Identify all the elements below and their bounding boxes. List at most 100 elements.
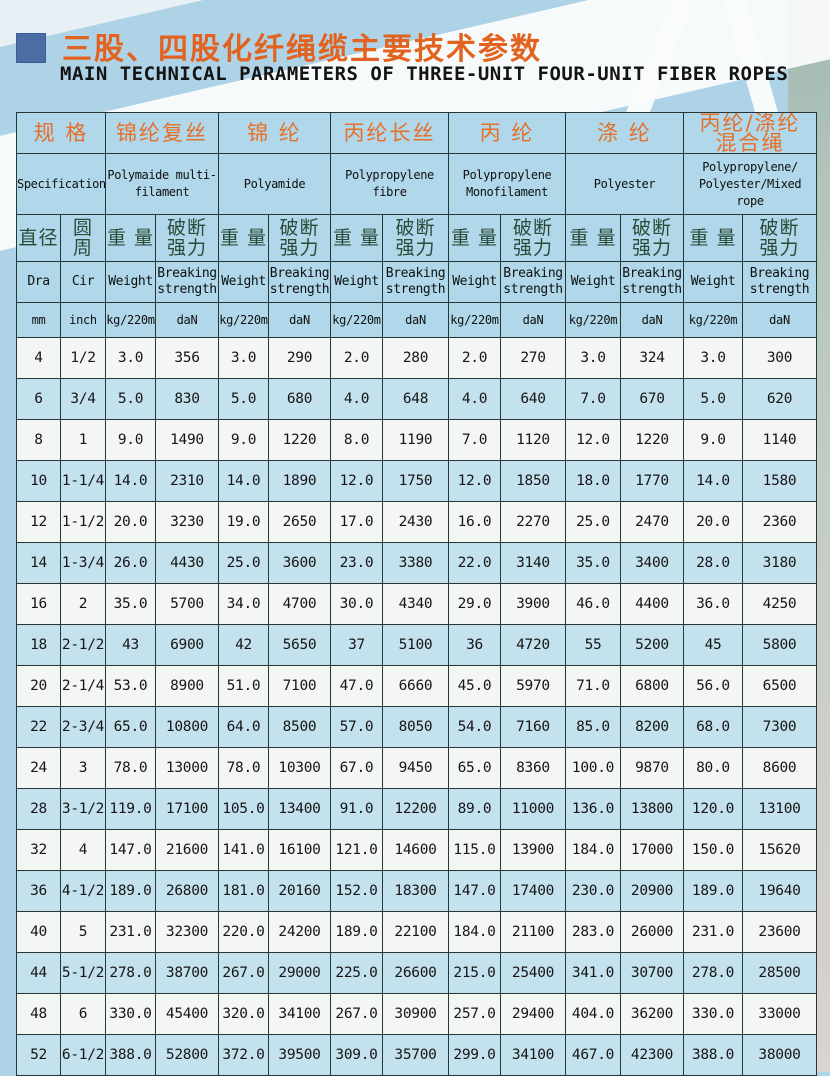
cell-circumference: 3	[60, 747, 106, 789]
cell-breaking-strength: 4340	[382, 583, 449, 625]
cell-breaking-strength: 8200	[620, 706, 684, 748]
cell-weight: 56.0	[683, 665, 743, 707]
cell-breaking-strength: 6900	[155, 624, 219, 666]
col-dia-en: Dra	[16, 261, 61, 303]
cell-weight: 45.0	[448, 665, 501, 707]
cell-diameter: 16	[16, 583, 61, 625]
cell-breaking-strength: 14600	[382, 829, 449, 871]
cell-weight: 20.0	[683, 501, 743, 543]
cell-breaking-strength: 17100	[155, 788, 219, 830]
cell-diameter: 36	[16, 870, 61, 912]
cell-breaking-strength: 2470	[620, 501, 684, 543]
cell-breaking-strength: 17400	[500, 870, 566, 912]
table-row: 16 2 35.0 5700 34.0 4700 30.0 4340 29.0 3900 46.0 4…	[16, 583, 818, 625]
cell-weight: 278.0	[683, 952, 743, 994]
cell-breaking-strength: 3600	[268, 542, 331, 584]
col-strength-zh: 破断 强力	[268, 214, 331, 262]
cell-weight: 267.0	[218, 952, 269, 994]
cell-breaking-strength: 12200	[382, 788, 449, 830]
cell-breaking-strength: 1770	[620, 460, 684, 502]
unit-strength: daN	[500, 302, 566, 338]
cell-weight: 120.0	[683, 788, 743, 830]
cell-breaking-strength: 5700	[155, 583, 219, 625]
cell-circumference: 1	[60, 419, 106, 461]
cell-breaking-strength: 270	[500, 337, 566, 379]
cell-weight: 47.0	[330, 665, 383, 707]
cell-diameter: 52	[16, 1034, 61, 1076]
cell-weight: 37	[330, 624, 383, 666]
cell-breaking-strength: 30900	[382, 993, 449, 1035]
cell-circumference: 6-1/2	[60, 1034, 106, 1076]
cell-weight: 5.0	[218, 378, 269, 420]
unit-weight: kg/220m	[565, 302, 621, 338]
header-row-materials-en: Specification Polymaide multi- filament …	[16, 153, 818, 215]
cell-diameter: 32	[16, 829, 61, 871]
cell-circumference: 1/2	[60, 337, 106, 379]
cell-breaking-strength: 300	[741, 337, 818, 379]
title-bullet-square	[16, 33, 46, 63]
col-strength-en: Breaking strength	[155, 261, 219, 303]
unit-weight: kg/220m	[330, 302, 383, 338]
table-row: 18 2-1/2 43 6900 42 5650 37 5100 36 4720 55 5200 45 5…	[16, 624, 818, 666]
col-strength-en: Breaking strength	[741, 261, 818, 303]
cell-weight: 184.0	[565, 829, 621, 871]
cell-breaking-strength: 23600	[741, 911, 818, 953]
cell-breaking-strength: 680	[268, 378, 331, 420]
cell-weight: 136.0	[565, 788, 621, 830]
col-weight-en: Weight	[218, 261, 269, 303]
cell-weight: 2.0	[330, 337, 383, 379]
cell-breaking-strength: 34100	[268, 993, 331, 1035]
cell-breaking-strength: 1580	[741, 460, 818, 502]
cell-breaking-strength: 2310	[155, 460, 219, 502]
col-material-en: Polyamide	[218, 153, 331, 215]
cell-weight: 278.0	[105, 952, 156, 994]
cell-weight: 68.0	[683, 706, 743, 748]
cell-weight: 29.0	[448, 583, 501, 625]
col-cir-zh: 圆 周	[60, 214, 106, 262]
cell-circumference: 3/4	[60, 378, 106, 420]
unit-strength: daN	[620, 302, 684, 338]
header-row-sub-en: Dra Cir Weight Breaking strength Weight …	[16, 261, 818, 303]
cell-weight: 283.0	[565, 911, 621, 953]
col-weight-zh: 重 量	[105, 214, 156, 262]
cell-weight: 14.0	[105, 460, 156, 502]
cell-circumference: 2-1/2	[60, 624, 106, 666]
cell-diameter: 22	[16, 706, 61, 748]
cell-breaking-strength: 3140	[500, 542, 566, 584]
cell-breaking-strength: 670	[620, 378, 684, 420]
cell-weight: 91.0	[330, 788, 383, 830]
cell-breaking-strength: 10300	[268, 747, 331, 789]
col-weight-en: Weight	[330, 261, 383, 303]
cell-weight: 299.0	[448, 1034, 501, 1076]
unit-dia: mm	[16, 302, 61, 338]
cell-breaking-strength: 1190	[382, 419, 449, 461]
cell-weight: 26.0	[105, 542, 156, 584]
table-row: 22 2-3/4 65.0 10800 64.0 8500 57.0 8050 54.0 7160…	[16, 706, 818, 748]
cell-breaking-strength: 25400	[500, 952, 566, 994]
cell-breaking-strength: 26600	[382, 952, 449, 994]
cell-breaking-strength: 9450	[382, 747, 449, 789]
cell-weight: 3.0	[105, 337, 156, 379]
cell-weight: 78.0	[105, 747, 156, 789]
col-material-zh: 涤 纶	[565, 112, 684, 154]
cell-weight: 404.0	[565, 993, 621, 1035]
cell-breaking-strength: 3380	[382, 542, 449, 584]
cell-weight: 150.0	[683, 829, 743, 871]
cell-diameter: 48	[16, 993, 61, 1035]
col-weight-en: Weight	[105, 261, 156, 303]
cell-weight: 184.0	[448, 911, 501, 953]
cell-weight: 189.0	[105, 870, 156, 912]
cell-breaking-strength: 5970	[500, 665, 566, 707]
cell-circumference: 2-3/4	[60, 706, 106, 748]
header-row-units: mm inch kg/220m daN kg/220m daN kg/220m …	[16, 302, 818, 338]
col-weight-en: Weight	[683, 261, 743, 303]
cell-diameter: 10	[16, 460, 61, 502]
cell-weight: 46.0	[565, 583, 621, 625]
cell-breaking-strength: 22100	[382, 911, 449, 953]
cell-breaking-strength: 830	[155, 378, 219, 420]
cell-circumference: 1-1/4	[60, 460, 106, 502]
cell-breaking-strength: 5800	[741, 624, 818, 666]
cell-weight: 51.0	[218, 665, 269, 707]
cell-breaking-strength: 1850	[500, 460, 566, 502]
cell-breaking-strength: 324	[620, 337, 684, 379]
